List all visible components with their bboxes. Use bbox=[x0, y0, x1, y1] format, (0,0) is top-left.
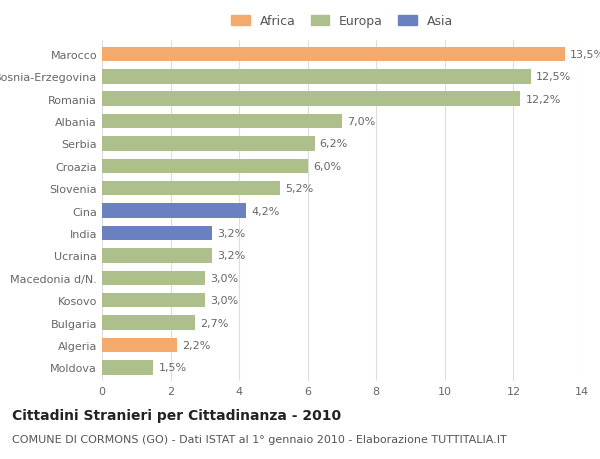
Text: 7,0%: 7,0% bbox=[347, 117, 376, 127]
Bar bbox=[102, 271, 205, 285]
Bar bbox=[102, 360, 154, 375]
Text: 3,0%: 3,0% bbox=[210, 273, 238, 283]
Bar bbox=[102, 204, 246, 218]
Bar bbox=[102, 137, 314, 151]
Bar bbox=[102, 226, 212, 241]
Text: 3,2%: 3,2% bbox=[217, 229, 245, 239]
Text: 12,5%: 12,5% bbox=[536, 72, 571, 82]
Text: 3,0%: 3,0% bbox=[210, 296, 238, 306]
Text: 12,2%: 12,2% bbox=[526, 95, 561, 104]
Text: 4,2%: 4,2% bbox=[251, 206, 280, 216]
Text: 6,2%: 6,2% bbox=[320, 139, 348, 149]
Bar bbox=[102, 92, 520, 106]
Bar bbox=[102, 181, 280, 196]
Legend: Africa, Europa, Asia: Africa, Europa, Asia bbox=[226, 10, 458, 33]
Bar bbox=[102, 47, 565, 62]
Bar bbox=[102, 338, 178, 353]
Text: 2,2%: 2,2% bbox=[182, 340, 211, 350]
Bar bbox=[102, 70, 530, 84]
Bar bbox=[102, 159, 308, 174]
Text: 1,5%: 1,5% bbox=[158, 363, 187, 373]
Text: COMUNE DI CORMONS (GO) - Dati ISTAT al 1° gennaio 2010 - Elaborazione TUTTITALIA: COMUNE DI CORMONS (GO) - Dati ISTAT al 1… bbox=[12, 434, 507, 444]
Bar bbox=[102, 249, 212, 263]
Bar bbox=[102, 293, 205, 308]
Text: 2,7%: 2,7% bbox=[200, 318, 228, 328]
Text: 3,2%: 3,2% bbox=[217, 251, 245, 261]
Text: 13,5%: 13,5% bbox=[570, 50, 600, 60]
Bar bbox=[102, 114, 342, 129]
Bar bbox=[102, 316, 194, 330]
Text: 5,2%: 5,2% bbox=[286, 184, 314, 194]
Text: 6,0%: 6,0% bbox=[313, 162, 341, 172]
Text: Cittadini Stranieri per Cittadinanza - 2010: Cittadini Stranieri per Cittadinanza - 2… bbox=[12, 409, 341, 422]
